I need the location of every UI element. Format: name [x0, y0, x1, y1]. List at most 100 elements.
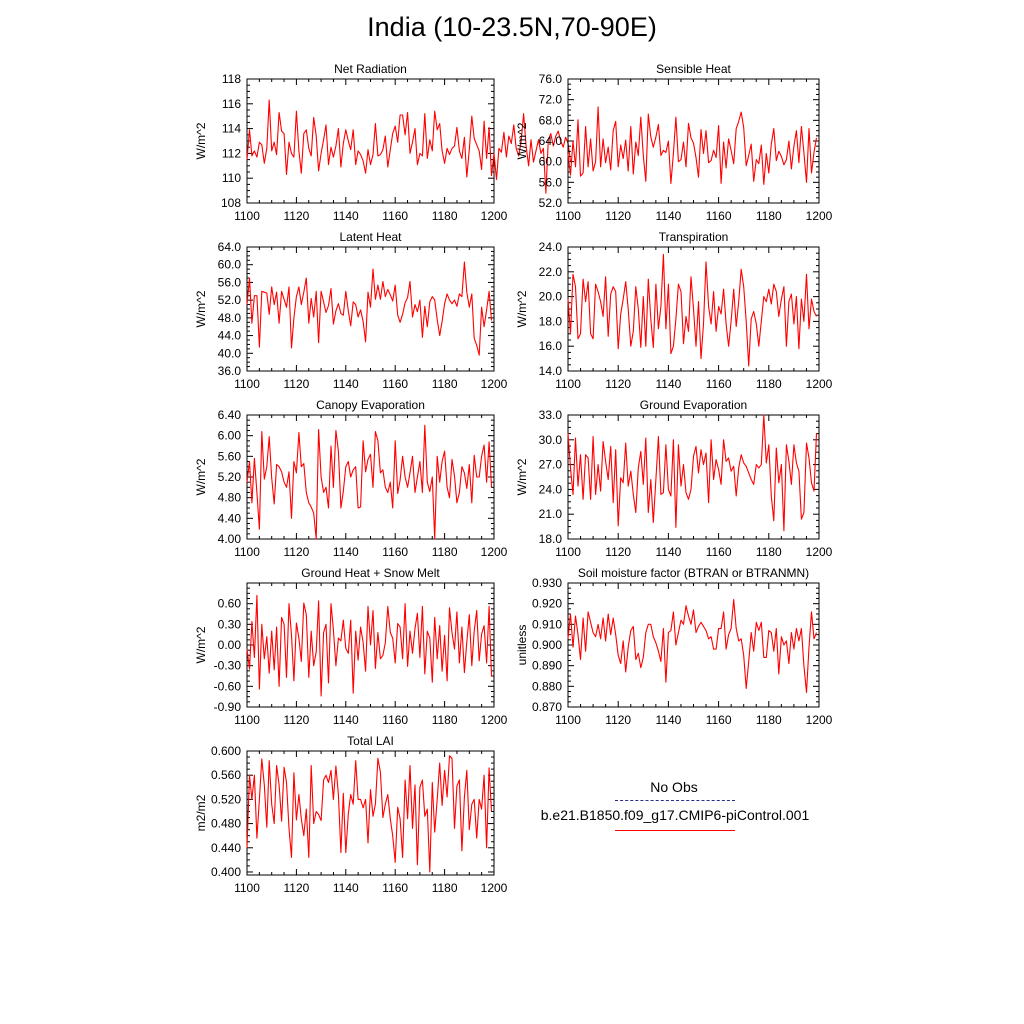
y-tick-label: 56.0: [218, 275, 242, 289]
x-tick-label: 1160: [706, 209, 732, 223]
y-tick-label: 116: [222, 97, 241, 111]
x-tick-label: 1180: [756, 377, 782, 391]
y-tick-label: 18.0: [539, 314, 563, 328]
plot-frame: [246, 246, 495, 372]
x-tick-label: 1100: [555, 377, 581, 391]
y-tick-label: 6.00: [218, 429, 242, 443]
series-line: [567, 414, 818, 532]
y-tick-label: 0.930: [532, 576, 562, 590]
series-line: [246, 99, 572, 194]
x-tick-label: 1120: [283, 377, 309, 391]
y-tick-label: 24.0: [539, 240, 563, 254]
y-tick-label: 27.0: [539, 458, 563, 472]
x-tick-label: 1100: [234, 881, 260, 895]
y-tick-label: 0.00: [218, 638, 242, 652]
y-tick-label: 108: [221, 196, 241, 210]
x-tick-label: 1100: [234, 209, 260, 223]
y-tick-label: 114: [222, 122, 241, 136]
y-tick-label: 21.0: [539, 507, 563, 521]
chart-panel-6: Ground Evaporation W/m^2 1100 1120 1140 1160 1…: [515, 398, 833, 559]
chart-panel-7: Ground Heat + Snow Melt W/m^2 1100 1120 1140…: [194, 566, 508, 727]
y-tick-label: 0.870: [532, 700, 562, 714]
y-tick-label: 64.0: [218, 240, 242, 254]
x-tick-label: 1160: [706, 377, 732, 391]
x-tick-label: 1160: [382, 881, 408, 895]
x-tick-label: 1180: [756, 545, 782, 559]
y-tick-label: 0.560: [211, 768, 241, 782]
x-tick-label: 1180: [432, 881, 458, 895]
chart-title: Total LAI: [347, 734, 394, 748]
x-tick-label: 1200: [481, 209, 508, 223]
x-tick-label: 1200: [806, 545, 833, 559]
y-tick-label: 76.0: [539, 72, 563, 86]
y-tick-label: 0.890: [532, 659, 562, 673]
chart-panel-3: Latent Heat W/m^2 1100 1120 1140 1160 1180 1200…: [194, 230, 508, 391]
y-tick-label: 64.0: [539, 134, 563, 148]
chart-panel-8: Soil moisture factor (BTRAN or BTRANMN) u…: [515, 566, 833, 727]
figure-title: India (10-23.5N,70-90E): [367, 12, 657, 42]
x-tick-label: 1180: [756, 209, 782, 223]
y-tick-label: 0.910: [532, 617, 562, 631]
series-line: [246, 594, 493, 697]
x-tick-label: 1100: [234, 377, 260, 391]
y-axis-label: W/m^2: [515, 458, 529, 495]
x-tick-label: 1100: [555, 545, 581, 559]
series-line: [567, 106, 818, 185]
y-tick-label: 48.0: [218, 311, 242, 325]
y-tick-label: 0.400: [211, 865, 241, 879]
x-tick-label: 1180: [432, 545, 458, 559]
x-tick-label: 1140: [333, 377, 359, 391]
x-tick-label: 1180: [432, 713, 458, 727]
x-tick-label: 1120: [605, 713, 631, 727]
y-tick-label: 60.0: [218, 258, 242, 272]
y-tick-label: 4.00: [218, 532, 242, 546]
x-tick-label: 1120: [283, 545, 309, 559]
y-tick-label: -0.30: [214, 659, 242, 673]
chart-title: Soil moisture factor (BTRAN or BTRANMN): [578, 566, 809, 580]
x-tick-label: 1160: [706, 545, 732, 559]
chart-panel-4: Transpiration W/m^2 1100 1120 1140 1160 1180 12…: [515, 230, 833, 391]
y-tick-label: 110: [222, 171, 241, 185]
x-tick-label: 1140: [333, 545, 359, 559]
x-tick-label: 1140: [333, 881, 359, 895]
y-tick-label: 18.0: [539, 532, 563, 546]
x-tick-label: 1120: [283, 881, 309, 895]
y-tick-label: 6.40: [218, 408, 242, 422]
y-tick-label: 112: [222, 146, 241, 160]
y-tick-label: 16.0: [539, 339, 563, 353]
x-tick-label: 1200: [481, 545, 508, 559]
chart-panel-5: Canopy Evaporation W/m^2 1100 1120 1140 1160 1…: [194, 398, 508, 559]
x-tick-label: 1140: [655, 713, 681, 727]
y-tick-label: 30.0: [539, 433, 563, 447]
x-tick-label: 1100: [234, 713, 260, 727]
series-line: [246, 755, 493, 873]
y-tick-label: 5.20: [218, 470, 242, 484]
y-tick-label: 72.0: [539, 93, 563, 107]
x-tick-label: 1140: [655, 545, 681, 559]
chart-title: Ground Evaporation: [640, 398, 747, 412]
y-tick-label: 0.880: [532, 679, 562, 693]
y-tick-label: 40.0: [218, 346, 242, 360]
x-tick-label: 1140: [333, 209, 359, 223]
y-tick-label: 0.900: [532, 638, 562, 652]
chart-panel-2: Sensible Heat W/m^2 1100 1120 1140 1160 1180 12…: [515, 62, 833, 223]
y-tick-label: 0.30: [218, 617, 242, 631]
y-tick-label: 0.600: [211, 744, 241, 758]
x-tick-label: 1180: [756, 713, 782, 727]
y-tick-label: 33.0: [539, 408, 563, 422]
x-tick-label: 1160: [382, 377, 408, 391]
legend-obs-label: No Obs: [650, 779, 698, 795]
x-tick-label: 1160: [382, 545, 408, 559]
y-tick-label: -0.90: [214, 700, 242, 714]
y-tick-label: 44.0: [218, 329, 242, 343]
series-line: [567, 598, 818, 694]
y-axis-label: W/m^2: [194, 626, 208, 663]
x-tick-label: 1160: [382, 209, 408, 223]
y-tick-label: 68.0: [539, 113, 563, 127]
x-tick-label: 1200: [806, 209, 833, 223]
y-tick-label: 14.0: [539, 364, 563, 378]
x-tick-label: 1180: [432, 209, 458, 223]
x-tick-label: 1160: [382, 713, 408, 727]
y-tick-label: 36.0: [218, 364, 242, 378]
x-tick-label: 1180: [432, 377, 458, 391]
